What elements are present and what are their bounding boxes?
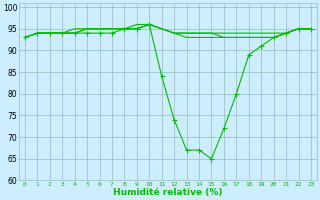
X-axis label: Humidité relative (%): Humidité relative (%): [113, 188, 223, 197]
